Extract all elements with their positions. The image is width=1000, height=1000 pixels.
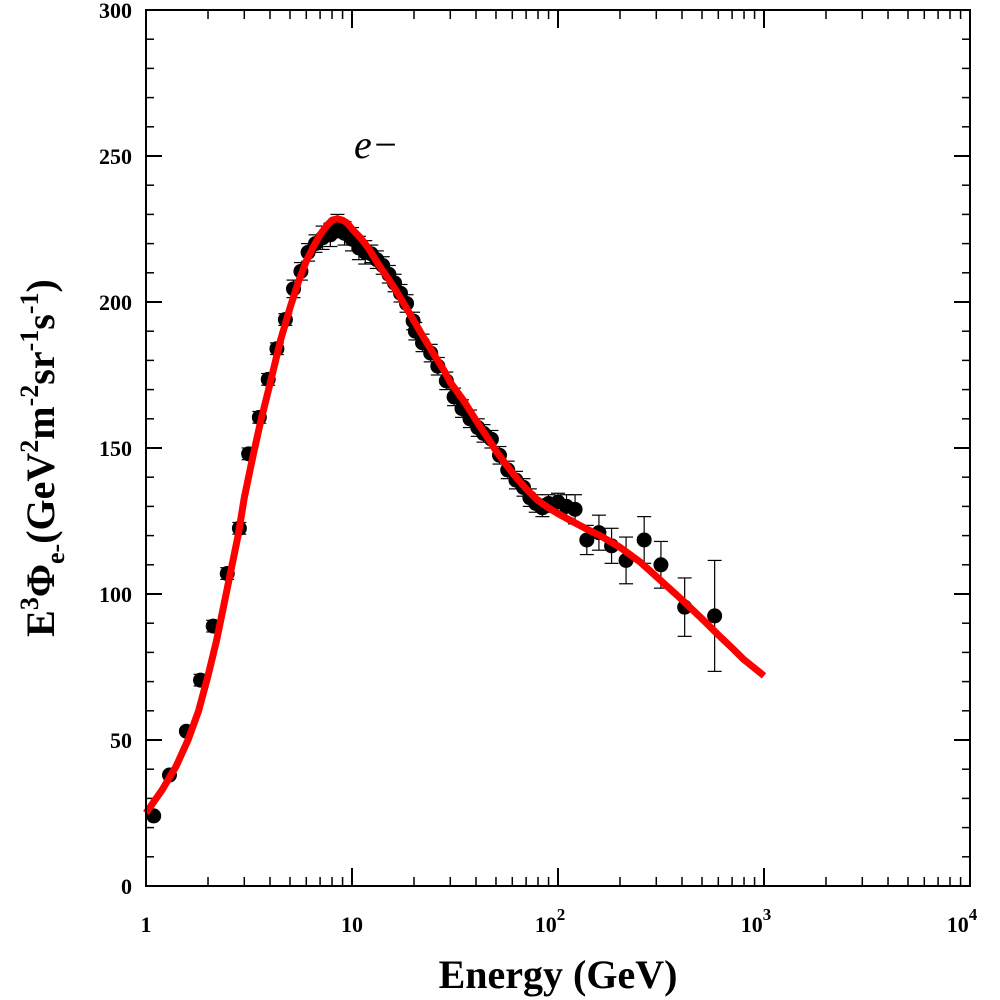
minor-ticks bbox=[146, 10, 970, 886]
x-tick-base: 10 bbox=[741, 912, 763, 937]
x-tick-label: 10 bbox=[341, 912, 363, 937]
y-tick-label: 300 bbox=[99, 0, 132, 23]
data-point bbox=[707, 608, 723, 624]
x-axis-title: Energy (GeV) bbox=[439, 952, 678, 997]
x-tick-exponent: 3 bbox=[763, 905, 772, 924]
data-point bbox=[567, 501, 583, 517]
x-tick-label: 102 bbox=[535, 905, 566, 937]
data-point bbox=[653, 557, 669, 573]
data-layer bbox=[143, 213, 767, 824]
x-tick-base: 1 bbox=[141, 912, 152, 937]
data-point bbox=[636, 532, 652, 548]
x-tick-exponent: 4 bbox=[969, 905, 978, 924]
y-tick-label: 250 bbox=[99, 144, 132, 169]
y-label-sup1: 2 bbox=[15, 440, 44, 453]
y-label-s: s bbox=[18, 314, 63, 330]
x-tick-base: 10 bbox=[947, 912, 969, 937]
y-tick-labels: 0 50 100 150 200 250 300 bbox=[99, 0, 132, 899]
major-ticks bbox=[145, 9, 971, 887]
data-point bbox=[579, 532, 595, 548]
x-tick-label: 104 bbox=[947, 905, 978, 937]
y-axis-title: E3Φe-(GeV2m-2sr-1s-1) bbox=[15, 279, 70, 637]
y-label-phi-sub: e- bbox=[41, 544, 70, 564]
y-tick-label: 100 bbox=[99, 582, 132, 607]
y-label-phi: Φ bbox=[18, 564, 63, 597]
y-tick-label: 0 bbox=[121, 874, 132, 899]
fit-line bbox=[143, 215, 767, 816]
y-label-sup3: -1 bbox=[15, 330, 44, 352]
y-label-open: (GeV bbox=[18, 453, 63, 544]
y-label-close: ) bbox=[18, 279, 63, 292]
x-tick-labels: 1 10 102 103 104 bbox=[141, 905, 978, 937]
x-tick-label: 103 bbox=[741, 905, 772, 937]
x-tick-base: 10 bbox=[341, 912, 363, 937]
y-tick-label: 50 bbox=[110, 728, 132, 753]
plot-frame bbox=[145, 9, 971, 887]
x-tick-base: 10 bbox=[535, 912, 557, 937]
y-label-base: E bbox=[18, 610, 63, 637]
y-label-sup2: -2 bbox=[15, 385, 44, 407]
x-tick-label: 1 bbox=[141, 912, 152, 937]
y-label-base-sup: 3 bbox=[15, 597, 44, 610]
y-label-sup4: -1 bbox=[15, 292, 44, 314]
y-label-m: m bbox=[18, 406, 63, 439]
y-tick-label: 150 bbox=[99, 436, 132, 461]
x-tick-exponent: 2 bbox=[557, 905, 566, 924]
y-tick-label: 200 bbox=[99, 290, 132, 315]
y-label-sr: sr bbox=[18, 351, 63, 384]
particle-label: e− bbox=[354, 122, 399, 167]
